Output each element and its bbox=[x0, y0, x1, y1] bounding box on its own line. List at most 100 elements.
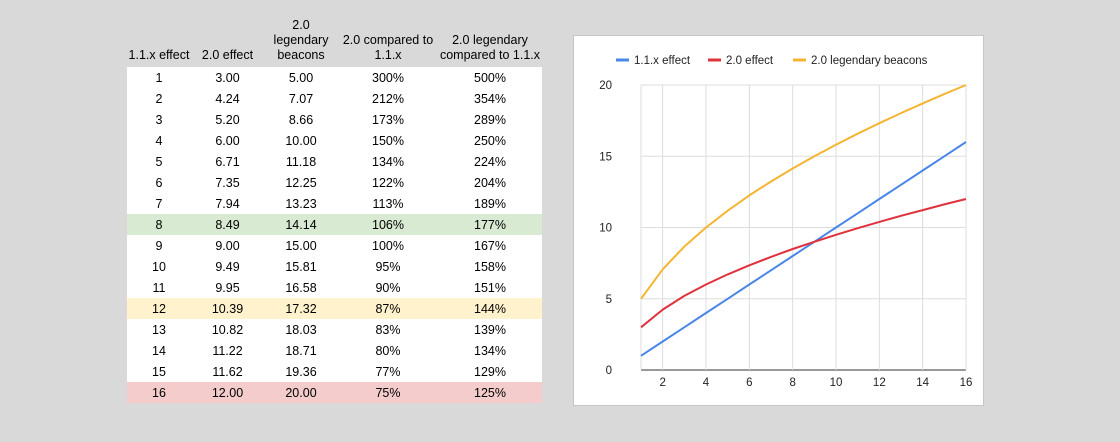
line-chart-panel: 0 5 10 15 20 2 4 6 8 10 12 14 16 1.1.x effect 2.0 effe… bbox=[573, 35, 984, 406]
table-cell: 134% bbox=[438, 340, 542, 361]
x-tick-label: 2 bbox=[659, 377, 665, 389]
table-cell: 129% bbox=[438, 361, 542, 382]
table-cell: 9 bbox=[127, 235, 191, 256]
table-cell: 15.81 bbox=[264, 256, 338, 277]
y-tick-label: 20 bbox=[599, 80, 612, 92]
table-cell: 10.39 bbox=[191, 298, 264, 319]
table-cell: 20.00 bbox=[264, 382, 338, 403]
table-cell: 2 bbox=[127, 88, 191, 109]
table-header-row: 1.1.x effect 2.0 effect 2.0 legendary be… bbox=[127, 14, 542, 67]
table-cell: 8.49 bbox=[191, 214, 264, 235]
table-cell: 12.25 bbox=[264, 172, 338, 193]
table-cell: 14 bbox=[127, 340, 191, 361]
table-cell: 122% bbox=[338, 172, 438, 193]
table-cell: 14.14 bbox=[264, 214, 338, 235]
table-cell: 177% bbox=[438, 214, 542, 235]
table-row: 6 7.35 12.25 122% 204% bbox=[127, 172, 542, 193]
table-cell: 7.07 bbox=[264, 88, 338, 109]
table-cell: 11 bbox=[127, 277, 191, 298]
table-cell: 354% bbox=[438, 88, 542, 109]
table-row: 1 3.00 5.00 300% 500% bbox=[127, 67, 542, 88]
x-tick-label: 8 bbox=[789, 377, 795, 389]
table-cell: 77% bbox=[338, 361, 438, 382]
table-cell: 125% bbox=[438, 382, 542, 403]
table-cell: 13.23 bbox=[264, 193, 338, 214]
table-cell: 16 bbox=[127, 382, 191, 403]
table-row: 13 10.82 18.03 83% 139% bbox=[127, 319, 542, 340]
table-cell: 6.00 bbox=[191, 130, 264, 151]
table-cell: 3 bbox=[127, 109, 191, 130]
table-cell: 113% bbox=[338, 193, 438, 214]
table-row: 14 11.22 18.71 80% 134% bbox=[127, 340, 542, 361]
table-cell: 250% bbox=[438, 130, 542, 151]
table-row: 8 8.49 14.14 106% 177% bbox=[127, 214, 542, 235]
table-cell: 150% bbox=[338, 130, 438, 151]
y-tick-label: 15 bbox=[599, 151, 612, 163]
table-cell: 83% bbox=[338, 319, 438, 340]
x-tick-label: 12 bbox=[873, 377, 886, 389]
table-cell: 173% bbox=[338, 109, 438, 130]
x-tick-label: 16 bbox=[960, 377, 973, 389]
x-tick-label: 6 bbox=[746, 377, 752, 389]
table-cell: 15 bbox=[127, 361, 191, 382]
table-cell: 7.94 bbox=[191, 193, 264, 214]
table-cell: 11.22 bbox=[191, 340, 264, 361]
y-tick-label: 10 bbox=[599, 223, 612, 235]
table-cell: 15.00 bbox=[264, 235, 338, 256]
data-table-container: 1.1.x effect 2.0 effect 2.0 legendary be… bbox=[127, 14, 542, 403]
legend-label: 2.0 effect bbox=[726, 55, 774, 67]
table-cell: 95% bbox=[338, 256, 438, 277]
table-cell: 100% bbox=[338, 235, 438, 256]
table-cell: 10.00 bbox=[264, 130, 338, 151]
table-cell: 8 bbox=[127, 214, 191, 235]
y-tick-label: 5 bbox=[606, 294, 612, 306]
table-cell: 12.00 bbox=[191, 382, 264, 403]
table-cell: 16.58 bbox=[264, 277, 338, 298]
table-cell: 75% bbox=[338, 382, 438, 403]
table-cell: 11.18 bbox=[264, 151, 338, 172]
legend-label: 2.0 legendary beacons bbox=[811, 55, 928, 67]
table-row: 3 5.20 8.66 173% 289% bbox=[127, 109, 542, 130]
table-cell: 500% bbox=[438, 67, 542, 88]
table-row: 10 9.49 15.81 95% 158% bbox=[127, 256, 542, 277]
table-cell: 300% bbox=[338, 67, 438, 88]
series-line bbox=[640, 84, 967, 300]
x-tick-label: 4 bbox=[703, 377, 710, 389]
table-cell: 87% bbox=[338, 298, 438, 319]
table-cell: 11.62 bbox=[191, 361, 264, 382]
table-row: 5 6.71 11.18 134% 224% bbox=[127, 151, 542, 172]
table-cell: 158% bbox=[438, 256, 542, 277]
table-row: 16 12.00 20.00 75% 125% bbox=[127, 382, 542, 403]
table-cell: 4 bbox=[127, 130, 191, 151]
header-cell: 2.0 effect bbox=[201, 48, 254, 62]
header-cell: 1.1.x effect bbox=[128, 48, 190, 62]
table-cell: 9.00 bbox=[191, 235, 264, 256]
table-cell: 189% bbox=[438, 193, 542, 214]
table-cell: 10.82 bbox=[191, 319, 264, 340]
table-cell: 80% bbox=[338, 340, 438, 361]
table-cell: 139% bbox=[438, 319, 542, 340]
table-cell: 224% bbox=[438, 151, 542, 172]
table-cell: 204% bbox=[438, 172, 542, 193]
table-cell: 19.36 bbox=[264, 361, 338, 382]
table-cell: 8.66 bbox=[264, 109, 338, 130]
table-row: 11 9.95 16.58 90% 151% bbox=[127, 277, 542, 298]
table-cell: 106% bbox=[338, 214, 438, 235]
table-cell: 144% bbox=[438, 298, 542, 319]
legend-label: 1.1.x effect bbox=[634, 55, 691, 67]
table-cell: 6.71 bbox=[191, 151, 264, 172]
table-row: 15 11.62 19.36 77% 129% bbox=[127, 361, 542, 382]
table-cell: 4.24 bbox=[191, 88, 264, 109]
table-row: 9 9.00 15.00 100% 167% bbox=[127, 235, 542, 256]
table-cell: 12 bbox=[127, 298, 191, 319]
x-tick-label: 14 bbox=[916, 377, 929, 389]
beacon-effect-table: 1.1.x effect 2.0 effect 2.0 legendary be… bbox=[127, 14, 542, 403]
y-tick-label: 0 bbox=[606, 365, 612, 377]
table-cell: 9.49 bbox=[191, 256, 264, 277]
header-cell: 2.0 compared to 1.1.x bbox=[342, 33, 434, 62]
table-cell: 3.00 bbox=[191, 67, 264, 88]
table-cell: 5.00 bbox=[264, 67, 338, 88]
table-row: 12 10.39 17.32 87% 144% bbox=[127, 298, 542, 319]
table-row: 7 7.94 13.23 113% 189% bbox=[127, 193, 542, 214]
table-cell: 151% bbox=[438, 277, 542, 298]
